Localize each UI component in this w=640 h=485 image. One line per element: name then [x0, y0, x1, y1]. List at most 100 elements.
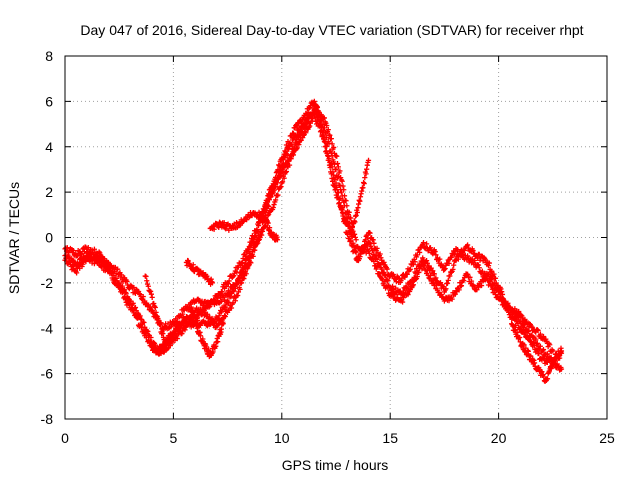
data-point [108, 271, 115, 277]
y-tick-label: 6 [45, 93, 53, 109]
data-point [283, 149, 289, 155]
data-point [234, 269, 240, 275]
data-point [352, 248, 358, 255]
data-point [326, 140, 332, 146]
data-point [365, 157, 372, 163]
data-point [230, 273, 236, 280]
y-tick-label: -4 [41, 320, 54, 336]
data-point [211, 297, 218, 303]
data-point [423, 241, 430, 247]
data-point [227, 289, 233, 295]
data-point [501, 299, 507, 305]
data-point [399, 276, 405, 282]
data-point [220, 321, 226, 327]
data-point [149, 342, 155, 349]
data-point [265, 220, 271, 226]
data-point [210, 349, 216, 355]
data-point [115, 266, 121, 272]
data-point [354, 209, 360, 216]
data-point [471, 283, 477, 289]
data-point [278, 183, 284, 190]
data-point [443, 286, 449, 292]
data-point [352, 219, 358, 225]
data-point [259, 228, 266, 234]
data-point [488, 269, 494, 275]
data-point [491, 271, 497, 277]
x-tick-label: 10 [274, 430, 290, 446]
data-point [327, 132, 333, 138]
data-point [247, 239, 253, 245]
data-point [254, 212, 261, 218]
data-point [474, 287, 480, 293]
data-point [279, 179, 286, 185]
data-point [190, 262, 196, 268]
data-point [216, 313, 222, 319]
data-point [381, 259, 387, 265]
data-point [323, 130, 329, 136]
data-point [512, 327, 518, 333]
data-point [456, 287, 462, 293]
data-point [537, 331, 544, 337]
y-tick-label: -2 [41, 275, 54, 291]
data-point [451, 251, 458, 257]
data-point [535, 327, 541, 334]
x-tick-label: 25 [599, 430, 615, 446]
data-point [282, 148, 288, 154]
data-point [129, 306, 135, 313]
data-point [190, 312, 196, 318]
data-point [114, 275, 120, 282]
x-tick-label: 15 [382, 430, 398, 446]
data-point [341, 199, 347, 205]
data-point [294, 123, 300, 129]
data-point [361, 244, 367, 250]
data-point [465, 253, 471, 259]
data-point [299, 129, 305, 135]
data-point [337, 168, 343, 174]
data-point [252, 244, 258, 250]
data-point [70, 262, 76, 268]
data-point [125, 300, 132, 307]
data-point [348, 215, 354, 221]
data-point [366, 240, 372, 246]
data-point [404, 285, 410, 292]
data-point [64, 245, 70, 251]
data-point [225, 281, 231, 287]
data-point [485, 263, 492, 269]
data-point [207, 303, 213, 309]
data-point [148, 291, 155, 297]
data-point [118, 272, 125, 278]
data-point [427, 245, 434, 251]
data-point [461, 247, 468, 254]
data-point [235, 292, 241, 299]
data-point [254, 241, 260, 247]
data-point [402, 274, 408, 280]
data-point [318, 124, 325, 130]
data-point [427, 272, 434, 279]
data-point [70, 248, 77, 254]
data-point [450, 266, 456, 272]
data-point [183, 323, 189, 329]
data-point [113, 278, 119, 284]
data-point [245, 262, 251, 269]
data-point [358, 251, 364, 257]
data-point [437, 256, 443, 262]
data-point [179, 330, 185, 337]
data-point [120, 289, 126, 295]
data-point [293, 141, 299, 147]
data-point [361, 180, 367, 187]
y-tick-label: 2 [45, 184, 53, 200]
x-tick-label: 20 [491, 430, 507, 446]
data-point [251, 234, 257, 241]
data-point [221, 297, 228, 303]
data-point [353, 237, 359, 243]
data-point [303, 130, 309, 136]
data-point [333, 166, 339, 173]
data-point [371, 258, 377, 265]
data-point [144, 278, 150, 284]
data-point [314, 103, 320, 110]
data-point [145, 283, 151, 289]
data-point [151, 300, 157, 307]
data-point [498, 286, 504, 292]
data-point [246, 257, 252, 263]
data-point [290, 130, 297, 137]
